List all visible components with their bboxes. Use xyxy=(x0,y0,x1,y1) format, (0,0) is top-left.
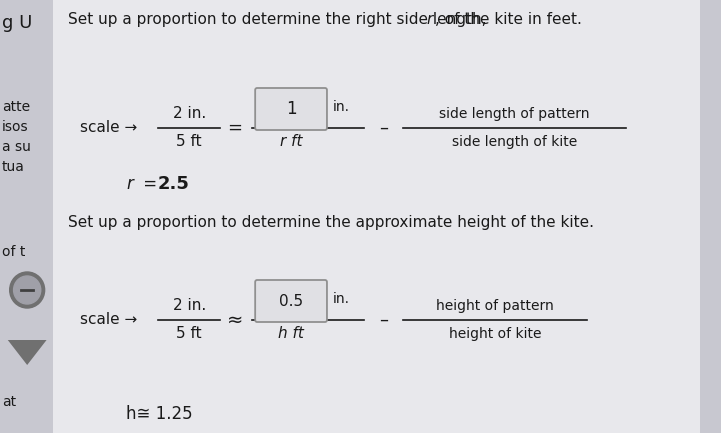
Text: of t: of t xyxy=(2,245,25,259)
FancyBboxPatch shape xyxy=(255,88,327,130)
Text: in.: in. xyxy=(333,100,350,114)
Text: , of the kite in feet.: , of the kite in feet. xyxy=(435,12,582,27)
Text: =: = xyxy=(227,119,242,137)
Text: 2 in.: 2 in. xyxy=(172,298,205,313)
Text: –: – xyxy=(379,119,388,137)
Text: r: r xyxy=(126,175,133,193)
Text: a su: a su xyxy=(2,140,31,154)
Text: –: – xyxy=(379,311,388,329)
Text: atte: atte xyxy=(2,100,30,114)
Text: r ft: r ft xyxy=(280,135,302,149)
FancyBboxPatch shape xyxy=(255,280,327,322)
Text: in.: in. xyxy=(333,292,350,306)
Text: 5 ft: 5 ft xyxy=(177,135,202,149)
Text: side length of kite: side length of kite xyxy=(451,135,577,149)
Text: scale →: scale → xyxy=(79,313,137,327)
Text: isos: isos xyxy=(2,120,29,134)
Polygon shape xyxy=(8,340,47,365)
Text: g U: g U xyxy=(2,14,32,32)
Text: 1: 1 xyxy=(286,100,296,118)
Text: tua: tua xyxy=(2,160,25,174)
Text: ≈: ≈ xyxy=(226,310,243,330)
Text: h≅ 1.25: h≅ 1.25 xyxy=(126,405,193,423)
Text: 5 ft: 5 ft xyxy=(177,326,202,342)
Text: r: r xyxy=(427,12,433,27)
Text: scale →: scale → xyxy=(79,120,137,136)
Text: height of kite: height of kite xyxy=(448,327,541,341)
Text: 0.5: 0.5 xyxy=(279,294,303,308)
Text: Set up a proportion to determine the approximate height of the kite.: Set up a proportion to determine the app… xyxy=(68,215,594,230)
Text: height of pattern: height of pattern xyxy=(436,299,554,313)
Circle shape xyxy=(14,276,41,304)
Text: 2.5: 2.5 xyxy=(157,175,189,193)
Text: Set up a proportion to determine the right side length,: Set up a proportion to determine the rig… xyxy=(68,12,491,27)
Text: =: = xyxy=(138,175,162,193)
Text: 2 in.: 2 in. xyxy=(172,107,205,122)
Text: side length of pattern: side length of pattern xyxy=(439,107,590,121)
Circle shape xyxy=(9,272,45,308)
Text: at: at xyxy=(2,395,16,409)
Text: h ft: h ft xyxy=(278,326,304,342)
